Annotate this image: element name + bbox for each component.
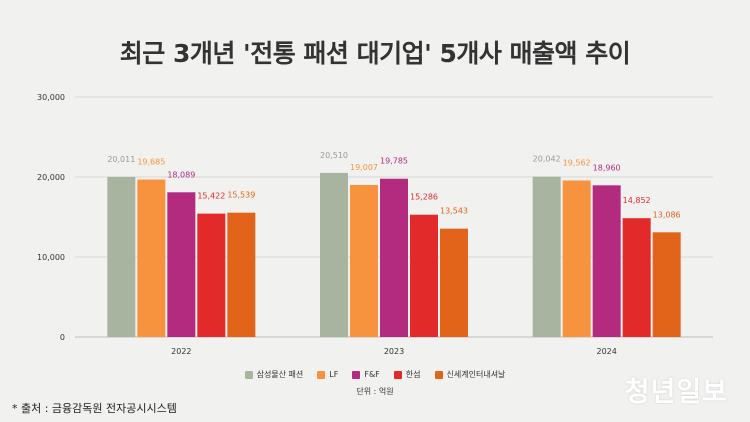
legend-swatch [393, 370, 402, 379]
bar [167, 192, 196, 337]
y-tick-label: 0 [60, 333, 65, 342]
data-label: 13,543 [440, 207, 468, 216]
data-label: 19,685 [137, 158, 165, 167]
bar [350, 184, 378, 337]
legend-item: 신세계인터내셔날 [434, 369, 506, 380]
bar [592, 185, 621, 337]
bar [562, 180, 591, 337]
legend-label: 한섬 [405, 370, 421, 379]
data-label: 20,042 [533, 155, 561, 164]
chart-legend: 삼성물산 패션 LF F&F 한섬 신세계인터내셔날 [0, 369, 750, 380]
data-label: 18,089 [167, 170, 195, 179]
data-label: 18,960 [593, 163, 621, 172]
legend-swatch [434, 370, 443, 379]
y-tick-label: 10,000 [37, 253, 65, 262]
x-tick-label: 2022 [171, 347, 191, 356]
x-tick-label: 2023 [384, 347, 404, 356]
source-note: * 출처 : 금융감독원 전자공시시스템 [12, 402, 177, 415]
bar [532, 176, 561, 337]
bar [197, 213, 226, 337]
legend-item: LF [317, 369, 338, 380]
legend-item: 한섬 [393, 369, 421, 380]
bar [227, 212, 256, 337]
legend-swatch [317, 370, 326, 379]
data-label: 19,562 [563, 159, 591, 168]
data-label: 14,852 [623, 196, 651, 205]
data-label: 19,007 [350, 163, 378, 172]
legend-swatch [352, 370, 361, 379]
data-label: 15,286 [410, 193, 438, 202]
legend-swatch [244, 370, 253, 379]
data-label: 20,011 [107, 155, 135, 164]
legend-label: F&F [364, 370, 380, 379]
bar [107, 176, 136, 337]
data-label: 15,422 [197, 192, 225, 201]
bar [410, 214, 438, 337]
y-tick-label: 30,000 [37, 93, 65, 102]
bar [320, 172, 348, 337]
data-label: 19,785 [380, 157, 408, 166]
bar [137, 179, 166, 337]
legend-item: 삼성물산 패션 [244, 369, 304, 380]
data-label: 13,086 [653, 210, 681, 219]
bar [380, 178, 408, 337]
legend-label: LF [329, 370, 339, 379]
data-label: 20,510 [320, 151, 348, 160]
bar [622, 218, 651, 337]
chart-title: 최근 3개년 '전통 패션 대기업' 5개사 매출액 추이 [119, 39, 631, 68]
bar [652, 232, 681, 337]
legend-item: F&F [352, 369, 380, 380]
bar [440, 228, 468, 337]
publisher-logo: 청년일보 [624, 377, 728, 408]
unit-note: 단위 : 억원 [356, 387, 394, 396]
x-tick-label: 2024 [596, 347, 616, 356]
legend-label: 신세계인터내셔날 [446, 370, 506, 379]
data-label: 15,539 [227, 191, 255, 200]
y-tick-label: 20,000 [37, 173, 65, 182]
legend-label: 삼성물산 패션 [256, 370, 304, 379]
